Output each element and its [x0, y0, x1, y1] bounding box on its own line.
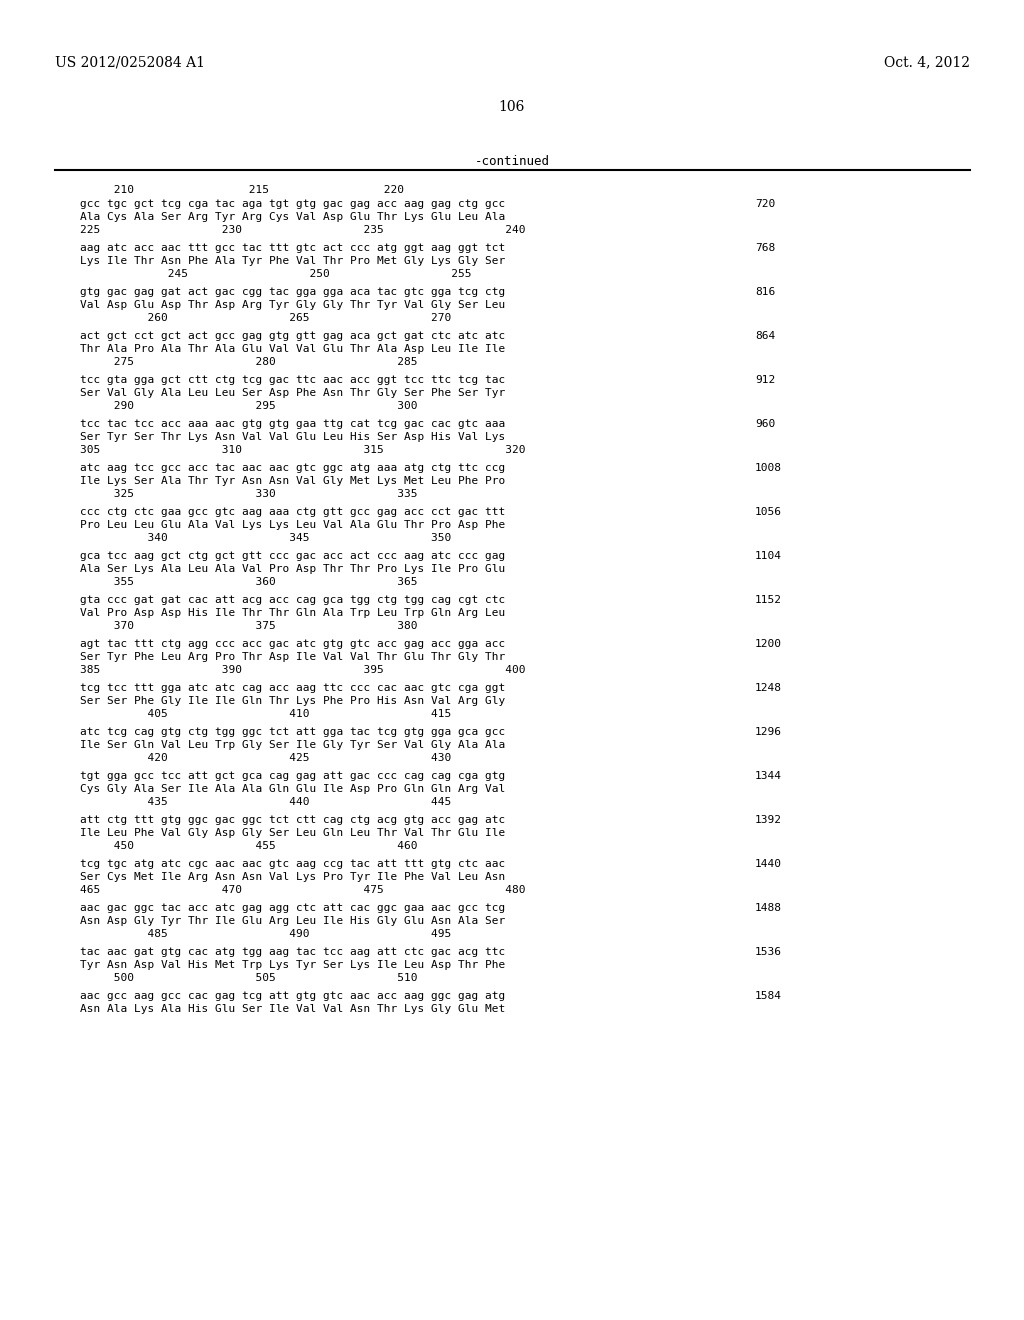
Text: 405                  410                  415: 405 410 415 [80, 709, 452, 719]
Text: 485                  490                  495: 485 490 495 [80, 929, 452, 939]
Text: agt tac ttt ctg agg ccc acc gac atc gtg gtc acc gag acc gga acc: agt tac ttt ctg agg ccc acc gac atc gtg … [80, 639, 505, 649]
Text: 305                  310                  315                  320: 305 310 315 320 [80, 445, 525, 455]
Text: Asn Ala Lys Ala His Glu Ser Ile Val Val Asn Thr Lys Gly Glu Met: Asn Ala Lys Ala His Glu Ser Ile Val Val … [80, 1005, 505, 1014]
Text: 1344: 1344 [755, 771, 782, 781]
Text: act gct cct gct act gcc gag gtg gtt gag aca gct gat ctc atc atc: act gct cct gct act gcc gag gtg gtt gag … [80, 331, 505, 341]
Text: 960: 960 [755, 418, 775, 429]
Text: 275                  280                  285: 275 280 285 [80, 356, 418, 367]
Text: Ser Cys Met Ile Arg Asn Asn Val Lys Pro Tyr Ile Phe Val Leu Asn: Ser Cys Met Ile Arg Asn Asn Val Lys Pro … [80, 873, 505, 882]
Text: 768: 768 [755, 243, 775, 253]
Text: 465                  470                  475                  480: 465 470 475 480 [80, 884, 525, 895]
Text: Ser Tyr Phe Leu Arg Pro Thr Asp Ile Val Val Thr Glu Thr Gly Thr: Ser Tyr Phe Leu Arg Pro Thr Asp Ile Val … [80, 652, 505, 663]
Text: 1152: 1152 [755, 595, 782, 605]
Text: 912: 912 [755, 375, 775, 385]
Text: 1536: 1536 [755, 946, 782, 957]
Text: Pro Leu Leu Glu Ala Val Lys Lys Leu Val Ala Glu Thr Pro Asp Phe: Pro Leu Leu Glu Ala Val Lys Lys Leu Val … [80, 520, 505, 531]
Text: aag atc acc aac ttt gcc tac ttt gtc act ccc atg ggt aag ggt tct: aag atc acc aac ttt gcc tac ttt gtc act … [80, 243, 505, 253]
Text: 864: 864 [755, 331, 775, 341]
Text: 290                  295                  300: 290 295 300 [80, 401, 418, 411]
Text: 420                  425                  430: 420 425 430 [80, 752, 452, 763]
Text: 1008: 1008 [755, 463, 782, 473]
Text: Ile Lys Ser Ala Thr Tyr Asn Asn Val Gly Met Lys Met Leu Phe Pro: Ile Lys Ser Ala Thr Tyr Asn Asn Val Gly … [80, 477, 505, 486]
Text: Thr Ala Pro Ala Thr Ala Glu Val Val Glu Thr Ala Asp Leu Ile Ile: Thr Ala Pro Ala Thr Ala Glu Val Val Glu … [80, 345, 505, 354]
Text: 370                  375                  380: 370 375 380 [80, 620, 418, 631]
Text: tcc tac tcc acc aaa aac gtg gtg gaa ttg cat tcg gac cac gtc aaa: tcc tac tcc acc aaa aac gtg gtg gaa ttg … [80, 418, 505, 429]
Text: tac aac gat gtg cac atg tgg aag tac tcc aag att ctc gac acg ttc: tac aac gat gtg cac atg tgg aag tac tcc … [80, 946, 505, 957]
Text: Val Pro Asp Asp His Ile Thr Thr Gln Ala Trp Leu Trp Gln Arg Leu: Val Pro Asp Asp His Ile Thr Thr Gln Ala … [80, 609, 505, 618]
Text: Ile Leu Phe Val Gly Asp Gly Ser Leu Gln Leu Thr Val Thr Glu Ile: Ile Leu Phe Val Gly Asp Gly Ser Leu Gln … [80, 828, 505, 838]
Text: Oct. 4, 2012: Oct. 4, 2012 [884, 55, 970, 69]
Text: 816: 816 [755, 286, 775, 297]
Text: Ser Tyr Ser Thr Lys Asn Val Val Glu Leu His Ser Asp His Val Lys: Ser Tyr Ser Thr Lys Asn Val Val Glu Leu … [80, 432, 505, 442]
Text: 340                  345                  350: 340 345 350 [80, 533, 452, 543]
Text: Lys Ile Thr Asn Phe Ala Tyr Phe Val Thr Pro Met Gly Lys Gly Ser: Lys Ile Thr Asn Phe Ala Tyr Phe Val Thr … [80, 256, 505, 267]
Text: 1488: 1488 [755, 903, 782, 913]
Text: Tyr Asn Asp Val His Met Trp Lys Tyr Ser Lys Ile Leu Asp Thr Phe: Tyr Asn Asp Val His Met Trp Lys Tyr Ser … [80, 960, 505, 970]
Text: 1584: 1584 [755, 991, 782, 1001]
Text: aac gac ggc tac acc atc gag agg ctc att cac ggc gaa aac gcc tcg: aac gac ggc tac acc atc gag agg ctc att … [80, 903, 505, 913]
Text: 720: 720 [755, 199, 775, 209]
Text: aac gcc aag gcc cac gag tcg att gtg gtc aac acc aag ggc gag atg: aac gcc aag gcc cac gag tcg att gtg gtc … [80, 991, 505, 1001]
Text: Val Asp Glu Asp Thr Asp Arg Tyr Gly Gly Thr Tyr Val Gly Ser Leu: Val Asp Glu Asp Thr Asp Arg Tyr Gly Gly … [80, 300, 505, 310]
Text: 210                 215                 220: 210 215 220 [80, 185, 404, 195]
Text: 450                  455                  460: 450 455 460 [80, 841, 418, 851]
Text: att ctg ttt gtg ggc gac ggc tct ctt cag ctg acg gtg acc gag atc: att ctg ttt gtg ggc gac ggc tct ctt cag … [80, 814, 505, 825]
Text: 1200: 1200 [755, 639, 782, 649]
Text: gta ccc gat gat cac att acg acc cag gca tgg ctg tgg cag cgt ctc: gta ccc gat gat cac att acg acc cag gca … [80, 595, 505, 605]
Text: 355                  360                  365: 355 360 365 [80, 577, 418, 587]
Text: Cys Gly Ala Ser Ile Ala Ala Gln Glu Ile Asp Pro Gln Gln Arg Val: Cys Gly Ala Ser Ile Ala Ala Gln Glu Ile … [80, 784, 505, 795]
Text: 325                  330                  335: 325 330 335 [80, 488, 418, 499]
Text: atc aag tcc gcc acc tac aac aac gtc ggc atg aaa atg ctg ttc ccg: atc aag tcc gcc acc tac aac aac gtc ggc … [80, 463, 505, 473]
Text: atc tcg cag gtg ctg tgg ggc tct att gga tac tcg gtg gga gca gcc: atc tcg cag gtg ctg tgg ggc tct att gga … [80, 727, 505, 737]
Text: 1392: 1392 [755, 814, 782, 825]
Text: 245                  250                  255: 245 250 255 [80, 269, 471, 279]
Text: 1056: 1056 [755, 507, 782, 517]
Text: gtg gac gag gat act gac cgg tac gga gga aca tac gtc gga tcg ctg: gtg gac gag gat act gac cgg tac gga gga … [80, 286, 505, 297]
Text: 1248: 1248 [755, 682, 782, 693]
Text: -continued: -continued [474, 154, 550, 168]
Text: Ile Ser Gln Val Leu Trp Gly Ser Ile Gly Tyr Ser Val Gly Ala Ala: Ile Ser Gln Val Leu Trp Gly Ser Ile Gly … [80, 741, 505, 750]
Text: 385                  390                  395                  400: 385 390 395 400 [80, 665, 525, 675]
Text: 225                  230                  235                  240: 225 230 235 240 [80, 224, 525, 235]
Text: ccc ctg ctc gaa gcc gtc aag aaa ctg gtt gcc gag acc cct gac ttt: ccc ctg ctc gaa gcc gtc aag aaa ctg gtt … [80, 507, 505, 517]
Text: US 2012/0252084 A1: US 2012/0252084 A1 [55, 55, 205, 69]
Text: 1104: 1104 [755, 550, 782, 561]
Text: 260                  265                  270: 260 265 270 [80, 313, 452, 323]
Text: Asn Asp Gly Tyr Thr Ile Glu Arg Leu Ile His Gly Glu Asn Ala Ser: Asn Asp Gly Tyr Thr Ile Glu Arg Leu Ile … [80, 916, 505, 927]
Text: Ser Ser Phe Gly Ile Ile Gln Thr Lys Phe Pro His Asn Val Arg Gly: Ser Ser Phe Gly Ile Ile Gln Thr Lys Phe … [80, 696, 505, 706]
Text: 1440: 1440 [755, 859, 782, 869]
Text: tcc gta gga gct ctt ctg tcg gac ttc aac acc ggt tcc ttc tcg tac: tcc gta gga gct ctt ctg tcg gac ttc aac … [80, 375, 505, 385]
Text: Ala Cys Ala Ser Arg Tyr Arg Cys Val Asp Glu Thr Lys Glu Leu Ala: Ala Cys Ala Ser Arg Tyr Arg Cys Val Asp … [80, 213, 505, 222]
Text: tgt gga gcc tcc att gct gca cag gag att gac ccc cag cag cga gtg: tgt gga gcc tcc att gct gca cag gag att … [80, 771, 505, 781]
Text: gcc tgc gct tcg cga tac aga tgt gtg gac gag acc aag gag ctg gcc: gcc tgc gct tcg cga tac aga tgt gtg gac … [80, 199, 505, 209]
Text: gca tcc aag gct ctg gct gtt ccc gac acc act ccc aag atc ccc gag: gca tcc aag gct ctg gct gtt ccc gac acc … [80, 550, 505, 561]
Text: tcg tgc atg atc cgc aac aac gtc aag ccg tac att ttt gtg ctc aac: tcg tgc atg atc cgc aac aac gtc aag ccg … [80, 859, 505, 869]
Text: Ala Ser Lys Ala Leu Ala Val Pro Asp Thr Thr Pro Lys Ile Pro Glu: Ala Ser Lys Ala Leu Ala Val Pro Asp Thr … [80, 564, 505, 574]
Text: 500                  505                  510: 500 505 510 [80, 973, 418, 983]
Text: 106: 106 [499, 100, 525, 114]
Text: 1296: 1296 [755, 727, 782, 737]
Text: tcg tcc ttt gga atc atc cag acc aag ttc ccc cac aac gtc cga ggt: tcg tcc ttt gga atc atc cag acc aag ttc … [80, 682, 505, 693]
Text: Ser Val Gly Ala Leu Leu Ser Asp Phe Asn Thr Gly Ser Phe Ser Tyr: Ser Val Gly Ala Leu Leu Ser Asp Phe Asn … [80, 388, 505, 399]
Text: 435                  440                  445: 435 440 445 [80, 797, 452, 807]
